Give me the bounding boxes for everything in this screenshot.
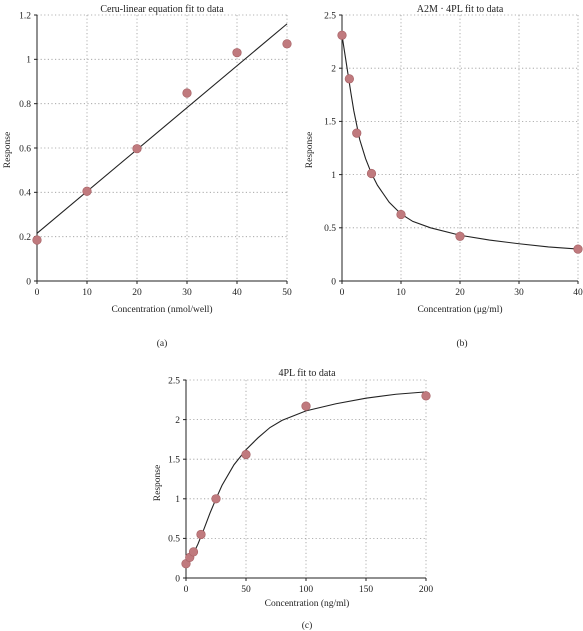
panel-b-data-point: [396, 209, 406, 220]
panel-b-data-point: [455, 231, 465, 241]
panel-c-data-point: [241, 449, 251, 460]
panel-b-fit-line: [341, 35, 579, 250]
panel-c-y-tick-label: 1: [175, 495, 180, 505]
panel-a-label: (a): [157, 338, 168, 349]
panel-a: Ceru-linear equation fit to data Concent…: [3, 4, 292, 349]
panel-b-x-tick-label: 10: [396, 288, 406, 298]
panel-c-data-point: [421, 391, 431, 401]
panel-c-data-point: [196, 529, 206, 540]
panel-b-data-point: [344, 74, 354, 84]
panel-b-ylabel: Response: [305, 132, 315, 168]
panel-a-data-point: [282, 39, 292, 49]
panel-b-x-tick-label: 20: [455, 288, 465, 298]
panel-a-x-tick-label: 20: [132, 288, 142, 298]
panel-a-x-tick-label: 10: [82, 288, 92, 298]
panel-b-y-tick-label: 1.5: [324, 118, 336, 128]
panel-c-data-point: [188, 547, 199, 557]
panel-c-ylabel: Response: [153, 465, 163, 501]
panel-b-data-point: [337, 30, 347, 40]
panel-b-y-tick-label: 0: [331, 277, 336, 287]
panel-a-data-point: [132, 144, 142, 154]
panel-c-y-tick-label: 0: [175, 574, 180, 584]
panel-b-data-point: [366, 168, 377, 179]
panel-a-y-tick-label: 0.6: [19, 144, 31, 154]
panel-b: A2M · 4PL fit to data Concentration (μg/…: [305, 4, 583, 349]
panel-c-y-tick-label: 1.5: [168, 456, 180, 466]
panel-b-y-tick-label: 1: [331, 171, 336, 181]
panel-b-data-point: [573, 244, 583, 254]
panel-a-y-tick-label: 0.4: [19, 189, 31, 199]
panel-c-x-tick-label: 150: [359, 585, 374, 595]
panel-a-y-tick-label: 0.8: [19, 100, 31, 110]
panel-c-xlabel: Concentration (ng/ml): [265, 598, 350, 609]
panel-b-x-tick-label: 40: [573, 288, 583, 298]
panel-a-x-tick-label: 50: [282, 288, 292, 298]
panel-a-data-point: [32, 235, 42, 245]
panel-a-y-tick-label: 1.2: [19, 11, 31, 21]
panel-c-y-tick-label: 2.5: [168, 376, 180, 386]
panel-c-y-tick-label: 0.5: [168, 535, 180, 545]
panel-a-ylabel: Response: [3, 132, 13, 168]
panel-b-title: A2M · 4PL fit to data: [417, 4, 504, 15]
panel-a-fit-line: [36, 23, 288, 234]
panel-a-data-point: [232, 48, 242, 58]
panel-c-x-tick-label: 100: [299, 585, 314, 595]
panel-c-x-tick-label: 200: [419, 585, 434, 595]
panel-c-label: (c): [302, 620, 313, 631]
panel-b-y-tick-label: 2.5: [324, 11, 336, 21]
panel-a-x-tick-label: 40: [232, 288, 242, 298]
panel-a-y-tick-label: 0: [26, 277, 31, 287]
panel-a-data-point: [82, 186, 92, 196]
panel-b-y-tick-label: 0.5: [324, 224, 336, 234]
panel-a-title: Ceru-linear equation fit to data: [100, 4, 224, 15]
panel-b-xlabel: Concentration (μg/ml): [417, 304, 502, 315]
panel-c-data-point: [301, 401, 311, 411]
panel-b-data-point: [352, 128, 362, 138]
panel-c-data-point: [211, 494, 221, 504]
panel-a-data-point: [182, 88, 192, 98]
panel-b-label: (b): [456, 338, 467, 349]
panel-a-xlabel: Concentration (nmol/well): [111, 304, 212, 315]
panel-c: 4PL fit to data Concentration (ng/ml) Re…: [153, 368, 433, 631]
panel-b-x-tick-label: 0: [340, 288, 345, 298]
panel-a-x-tick-label: 30: [182, 288, 192, 298]
panel-a-x-tick-label: 0: [35, 288, 40, 298]
panel-a-y-tick-label: 1: [26, 56, 31, 66]
panel-c-x-tick-label: 50: [241, 585, 251, 595]
panel-a-y-tick-label: 0.2: [19, 233, 31, 243]
panel-b-x-tick-label: 30: [514, 288, 524, 298]
panel-c-x-tick-label: 0: [184, 585, 189, 595]
panel-c-title: 4PL fit to data: [278, 368, 336, 379]
panel-b-y-tick-label: 2: [331, 65, 336, 75]
panel-c-y-tick-label: 2: [175, 416, 180, 426]
